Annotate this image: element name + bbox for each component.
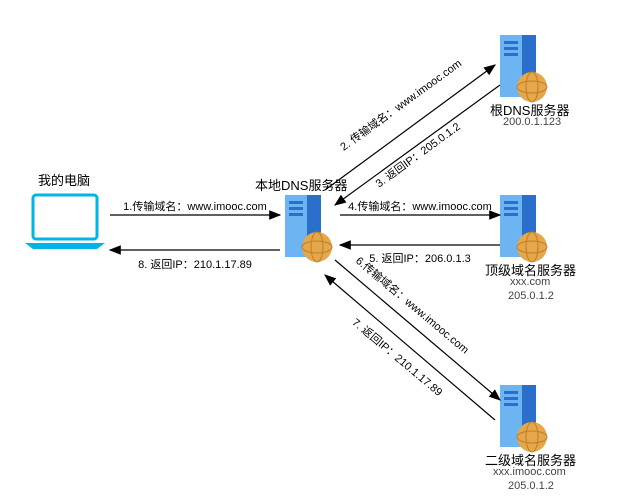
client-title: 我的电脑	[38, 170, 90, 189]
server-auth-icon	[500, 385, 547, 452]
server-tld-icon	[500, 195, 547, 262]
edge-label-e4: 4.传输域名：www.imooc.com	[348, 199, 492, 213]
tld-dns-domain: xxx.com	[510, 276, 550, 288]
diagram-canvas: 1.传输域名：www.imooc.com 8. 返回IP：210.1.17.89 2…	[0, 0, 640, 500]
edge-e2	[325, 65, 495, 190]
edge-label-e3: 3. 返回IP：205.0.1.2	[373, 120, 463, 190]
edge-label-e8: 8. 返回IP：210.1.17.89	[138, 258, 252, 271]
server-local-icon	[285, 195, 332, 262]
edge-label-e5: 5. 返回IP：206.0.1.3	[369, 252, 471, 265]
root-dns-ip: 200.0.1.123	[503, 116, 561, 128]
local-dns-title: 本地DNS服务器	[255, 175, 347, 194]
tld-dns-ip: 205.0.1.2	[508, 290, 554, 302]
edge-label-e1: 1.传输域名：www.imooc.com	[123, 199, 267, 213]
edge-e3	[335, 85, 500, 205]
auth-dns-ip: 205.0.1.2	[508, 480, 554, 492]
server-root-icon	[500, 35, 547, 102]
laptop-icon	[25, 195, 105, 249]
auth-dns-domain: xxx.imooc.com	[493, 466, 566, 478]
